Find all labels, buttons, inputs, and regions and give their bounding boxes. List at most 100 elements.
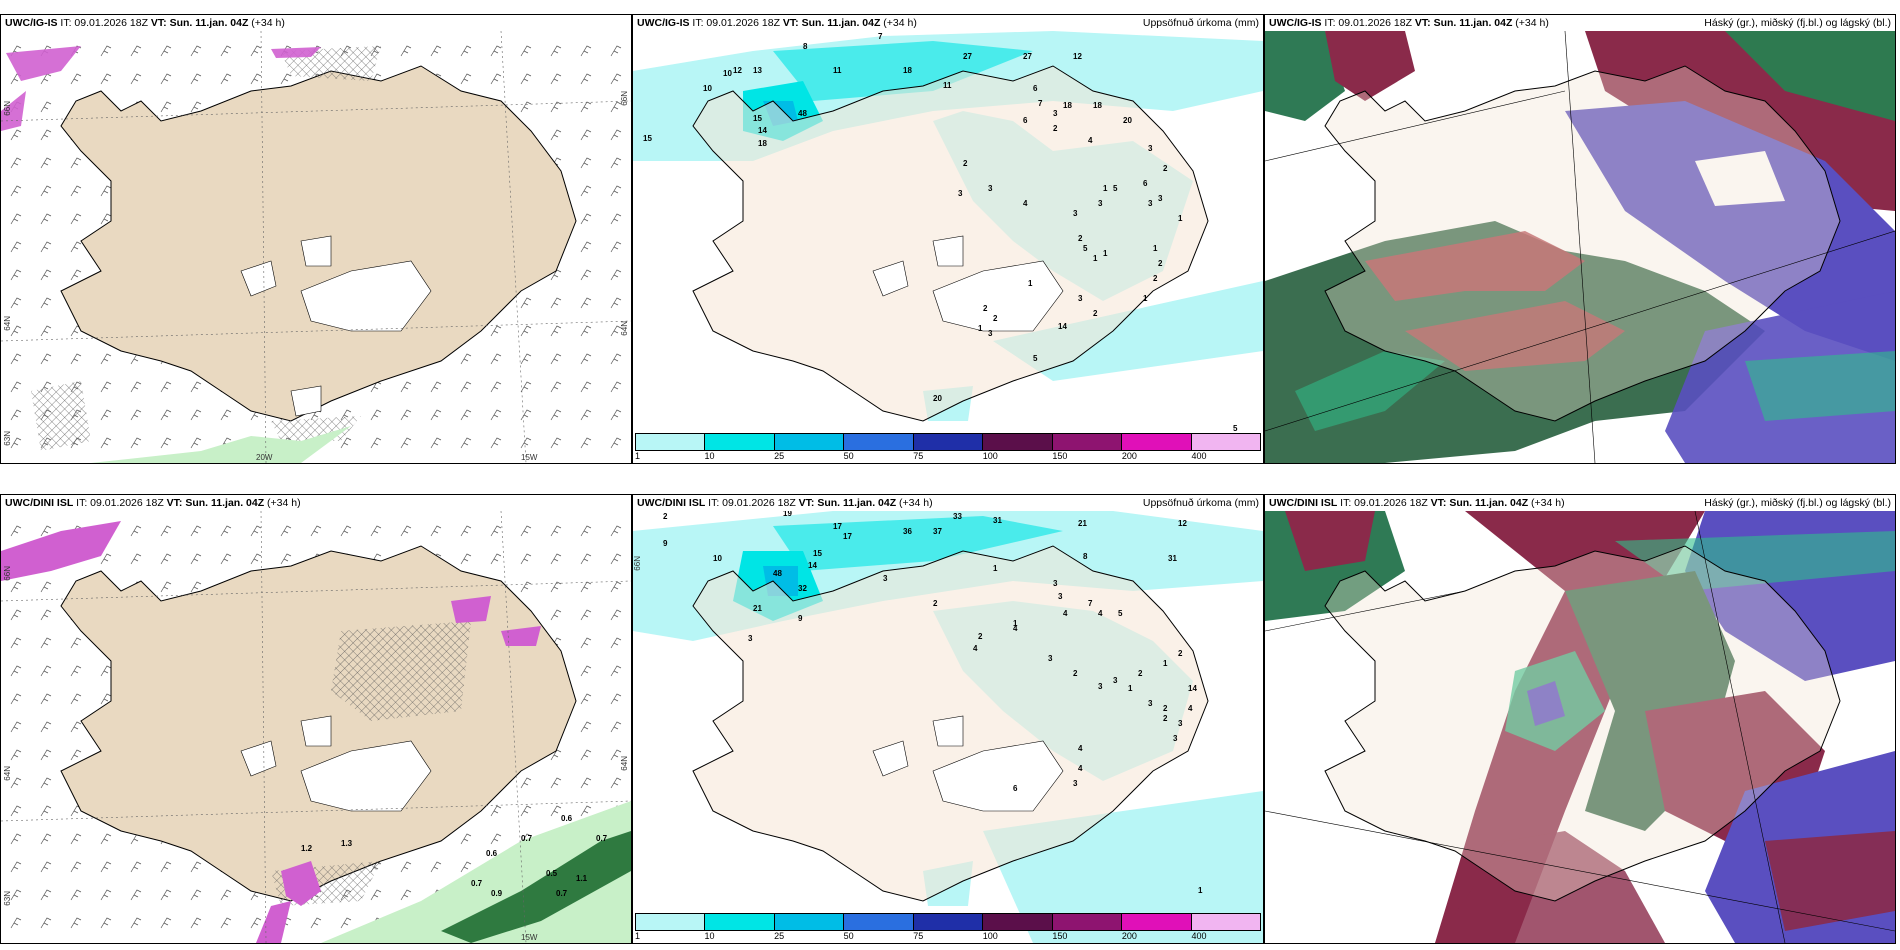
precip-colorbar-labels: 1 10 25 50 75 100 150 200 400 [635, 931, 1261, 943]
precip-value-label: 4 [1078, 744, 1083, 753]
precip-value-label: 11 [833, 66, 842, 75]
precip-value-label: 6 [1143, 179, 1148, 188]
precip-value-label: 2 [1163, 704, 1168, 713]
panel-subtitle: Uppsöfnuð úrkoma (mm) [1142, 17, 1259, 29]
wind-value-label: 0.7 [471, 879, 483, 888]
precip-value-label: 1 [1013, 619, 1018, 628]
panel-header: UWC/IG-IS IT: 09.01.2026 18Z VT: Sun. 11… [1, 15, 631, 31]
colorbar-segment [1122, 914, 1192, 930]
colorbar-segment [1191, 434, 1260, 450]
colorbar-segment [983, 434, 1053, 450]
precip-value-label: 4 [1023, 199, 1028, 208]
precip-value-label: 17 [843, 532, 852, 541]
lat-label-64n: 64N [3, 766, 12, 781]
precip-value-label: 18 [903, 66, 912, 75]
panel-ig-clouds: UWC/IG-IS IT: 09.01.2026 18Z VT: Sun. 11… [1264, 14, 1896, 464]
colorbar-label: 25 [774, 451, 785, 461]
precip-value-label: 10 [703, 84, 712, 93]
panel-header: UWC/DINI ISL IT: 09.01.2026 18Z VT: Sun.… [633, 495, 1263, 511]
precip-value-label: 1 [1103, 249, 1108, 258]
precip-value-label: 31 [993, 516, 1002, 525]
precip-value-label: 27 [1023, 52, 1032, 61]
precip-value-label: 3 [1098, 199, 1103, 208]
colorbar-segment [1052, 914, 1123, 930]
precip-value-label: 1 [978, 324, 983, 333]
precip-value-label: 2 [1138, 669, 1143, 678]
lon-label-20w: 20W [256, 453, 273, 462]
lon-label-15w: 15W [521, 453, 538, 462]
wind-value-label: 0.9 [491, 889, 503, 898]
precip-value-label: 2 [1153, 274, 1158, 283]
precip-value-label: 3 [1053, 579, 1058, 588]
precip-value-label: 32 [798, 584, 807, 593]
colorbar-segment [1052, 434, 1123, 450]
precip-value-label: 33 [953, 512, 962, 521]
precip-value-label: 6 [1033, 84, 1038, 93]
colorbar-label: 150 [1052, 931, 1068, 941]
precip-value-label: 2 [1078, 234, 1083, 243]
precip-value-label: 15 [643, 134, 652, 143]
panel-dini-wind: UWC/DINI ISL IT: 09.01.2026 18Z VT: Sun.… [0, 494, 632, 944]
colorbar-label: 75 [913, 451, 924, 461]
precip-value-label: 20 [933, 394, 942, 403]
lon-label-15w: 15W [521, 933, 538, 942]
cloud-map [1265, 31, 1895, 463]
panel-ig-wind: UWC/IG-IS IT: 09.01.2026 18Z VT: Sun. 11… [0, 14, 632, 464]
precip-value-label: 3 [1053, 109, 1058, 118]
precip-value-label: 3 [1148, 144, 1153, 153]
colorbar-label: 10 [704, 931, 715, 941]
lat-label-66n: 66N [3, 101, 12, 116]
precip-value-label: 1 [1093, 254, 1098, 263]
precip-value-label: 4 [1013, 624, 1018, 633]
precip-value-label: 1 [1163, 659, 1168, 668]
map-area: 0.6 0.7 0.7 0.6 0.5 0.7 0.9 1.1 0.7 1.3 1.2 66N 64… [1, 511, 631, 943]
precip-value-label: 12 [733, 66, 742, 75]
wind-value-label: 1.2 [301, 844, 313, 853]
colorbar-segment [844, 434, 914, 450]
precip-value-label: 1 [1178, 214, 1183, 223]
precip-value-label: 5 [1233, 424, 1238, 433]
precip-value-label: 14 [1188, 684, 1197, 693]
colorbar-label: 100 [982, 931, 998, 941]
precip-value-label: 18 [1063, 101, 1072, 110]
colorbar-label: 50 [843, 931, 854, 941]
precip-colorbar [635, 913, 1261, 931]
precip-value-label: 3 [1173, 734, 1178, 743]
precip-value-label: 20 [1123, 116, 1132, 125]
colorbar-label: 1 [635, 451, 641, 461]
precip-value-label: 31 [1168, 554, 1177, 563]
precip-value-label: 3 [1148, 199, 1153, 208]
wind-value-label: 0.6 [486, 849, 498, 858]
colorbar-segment [774, 914, 845, 930]
panel-header: UWC/IG-IS IT: 09.01.2026 18Z VT: Sun. 11… [633, 15, 1263, 31]
precip-value-label: 9 [798, 614, 803, 623]
colorbar-segment [983, 914, 1053, 930]
precip-colorbar-labels: 1 10 25 50 75 100 150 200 400 [635, 451, 1261, 463]
precip-value-label: 4 [1063, 609, 1068, 618]
precip-value-label: 7 [1088, 599, 1093, 608]
precip-value-label: 10 [713, 554, 722, 563]
lat-label-63n: 63N [3, 431, 12, 446]
precip-value-label: 36 [903, 527, 912, 536]
precip-value-label: 4 [1088, 136, 1093, 145]
panel-header: UWC/DINI ISL IT: 09.01.2026 18Z VT: Sun.… [1265, 495, 1895, 511]
precip-value-label: 2 [1163, 164, 1168, 173]
precip-value-label: 6 [1023, 116, 1028, 125]
colorbar-label: 150 [1052, 451, 1068, 461]
panel-header: UWC/DINI ISL IT: 09.01.2026 18Z VT: Sun.… [1, 495, 631, 511]
colorbar-segment [913, 434, 984, 450]
precip-value-label: 2 [1093, 309, 1098, 318]
precip-value-label: 2 [663, 512, 668, 521]
precip-value-label: 2 [1073, 669, 1078, 678]
precip-value-label: 18 [758, 139, 767, 148]
precip-value-label: 2 [978, 632, 983, 641]
precip-value-label: 1 [993, 564, 998, 573]
colorbar-segment [705, 914, 775, 930]
lat-label-64n-right: 64N [620, 321, 629, 336]
panel-dini-precip: UWC/DINI ISL IT: 09.01.2026 18Z VT: Sun.… [632, 494, 1264, 944]
colorbar-label: 400 [1191, 931, 1207, 941]
precip-value-label: 3 [1078, 294, 1083, 303]
precip-value-label: 21 [753, 604, 762, 613]
iceland-outline [1324, 65, 1841, 422]
